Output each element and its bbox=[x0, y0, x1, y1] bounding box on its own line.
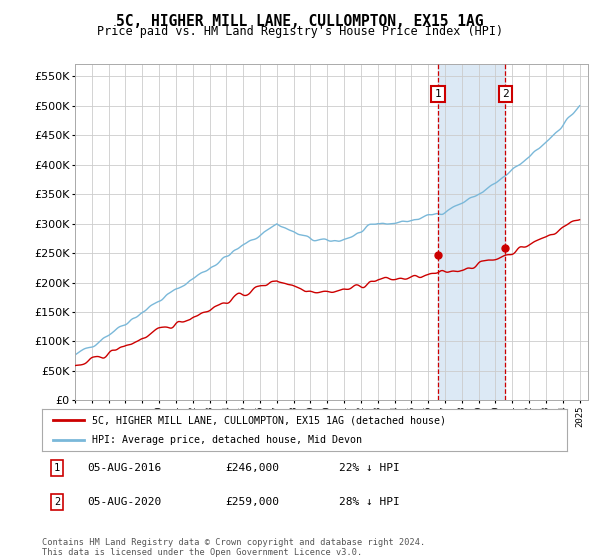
Text: 1: 1 bbox=[434, 89, 442, 99]
Text: 5C, HIGHER MILL LANE, CULLOMPTON, EX15 1AG: 5C, HIGHER MILL LANE, CULLOMPTON, EX15 1… bbox=[116, 14, 484, 29]
Text: £246,000: £246,000 bbox=[225, 463, 279, 473]
Text: 2: 2 bbox=[54, 497, 60, 507]
Text: 1: 1 bbox=[54, 463, 60, 473]
Text: 22% ↓ HPI: 22% ↓ HPI bbox=[339, 463, 400, 473]
Text: £259,000: £259,000 bbox=[225, 497, 279, 507]
Text: 2: 2 bbox=[502, 89, 509, 99]
Bar bbox=[438, 64, 505, 400]
Text: 5C, HIGHER MILL LANE, CULLOMPTON, EX15 1AG (detached house): 5C, HIGHER MILL LANE, CULLOMPTON, EX15 1… bbox=[92, 415, 446, 425]
Text: Contains HM Land Registry data © Crown copyright and database right 2024.
This d: Contains HM Land Registry data © Crown c… bbox=[42, 538, 425, 557]
Text: 05-AUG-2016: 05-AUG-2016 bbox=[87, 463, 161, 473]
Text: Price paid vs. HM Land Registry's House Price Index (HPI): Price paid vs. HM Land Registry's House … bbox=[97, 25, 503, 38]
Text: 28% ↓ HPI: 28% ↓ HPI bbox=[339, 497, 400, 507]
Text: 05-AUG-2020: 05-AUG-2020 bbox=[87, 497, 161, 507]
Text: HPI: Average price, detached house, Mid Devon: HPI: Average price, detached house, Mid … bbox=[92, 435, 362, 445]
